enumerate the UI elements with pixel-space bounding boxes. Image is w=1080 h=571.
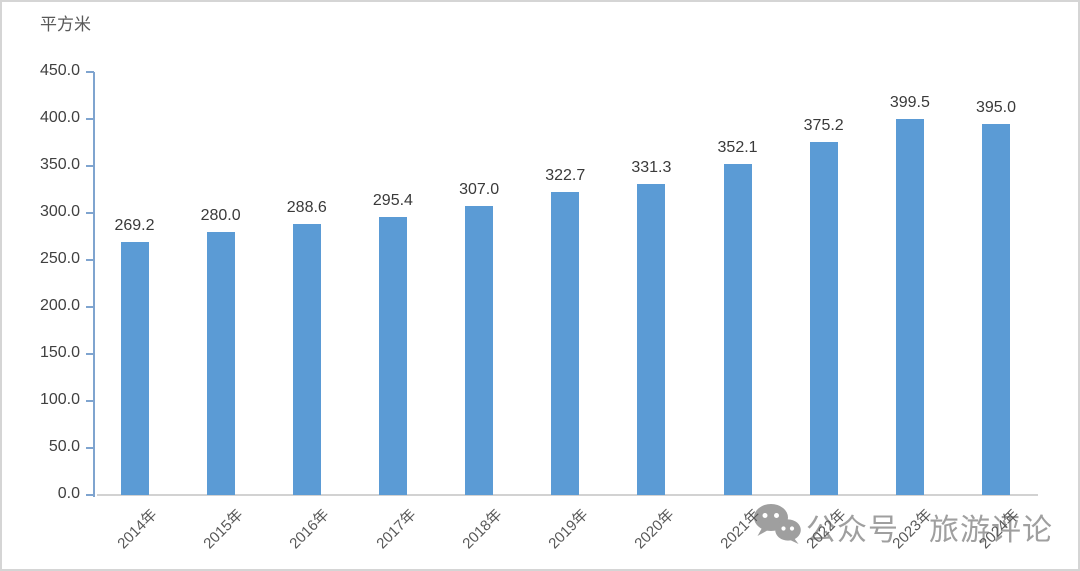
bar (292, 223, 321, 495)
bar-value-label: 331.3 (631, 158, 672, 176)
bar (551, 191, 580, 495)
x-axis-label: 2014年 (114, 506, 161, 553)
y-tick-label: 350.0 (39, 156, 80, 173)
watermark-name: 旅游评论 (929, 513, 1053, 547)
bar-value-label: 269.2 (114, 216, 155, 234)
y-tick-label: 150.0 (39, 344, 80, 361)
y-tick-mark (86, 165, 94, 167)
x-axis-label: 2015年 (200, 506, 247, 553)
y-tick-label: 400.0 (39, 109, 80, 126)
x-axis-label: 2018年 (459, 506, 506, 553)
x-axis-label: 2020年 (631, 506, 678, 553)
y-tick-mark (86, 447, 94, 449)
bar (723, 164, 752, 495)
y-tick-label: 250.0 (39, 250, 80, 267)
bar (378, 217, 407, 495)
y-tick-mark (86, 494, 94, 496)
x-axis-label: 2016年 (286, 506, 333, 553)
y-tick-label: 200.0 (39, 297, 80, 314)
watermark-prefix: 公众号 (806, 513, 899, 547)
x-axis-label: 2019年 (545, 506, 592, 553)
y-tick-mark (86, 212, 94, 214)
watermark: 公众号 旅游评论 (752, 502, 1053, 551)
bar (895, 119, 924, 495)
bar (120, 241, 149, 495)
y-tick-mark (86, 306, 94, 308)
y-tick-mark (86, 400, 94, 402)
y-tick-mark (86, 353, 94, 355)
y-tick-label: 50.0 (48, 438, 80, 455)
y-axis-unit-label: 平方米 (40, 15, 91, 34)
bar-value-label: 352.1 (717, 139, 758, 157)
y-tick-mark (86, 259, 94, 261)
y-tick-label: 450.0 (39, 62, 80, 79)
y-tick-mark (86, 71, 94, 73)
bar-value-label: 395.0 (975, 98, 1017, 116)
y-axis-line (93, 72, 95, 497)
x-axis-label: 2017年 (372, 506, 420, 553)
bar-value-label: 307.0 (459, 181, 500, 199)
bar-value-label: 322.7 (545, 166, 586, 184)
bar-value-label: 399.5 (889, 94, 930, 112)
y-tick-mark (86, 118, 94, 120)
bar (637, 183, 666, 495)
x-axis-line (97, 494, 1038, 496)
bar (809, 142, 838, 495)
wechat-icon (752, 502, 802, 551)
bar-value-label: 288.6 (286, 198, 327, 216)
y-tick-label: 0.0 (57, 485, 80, 502)
bar (206, 231, 235, 495)
bar-value-label: 375.2 (803, 117, 844, 135)
bar-value-label: 280.0 (200, 206, 241, 224)
y-tick-label: 300.0 (39, 203, 80, 220)
bar (465, 206, 494, 495)
bar-value-label: 295.4 (372, 192, 413, 210)
y-tick-label: 100.0 (39, 391, 80, 408)
bar (982, 123, 1010, 495)
